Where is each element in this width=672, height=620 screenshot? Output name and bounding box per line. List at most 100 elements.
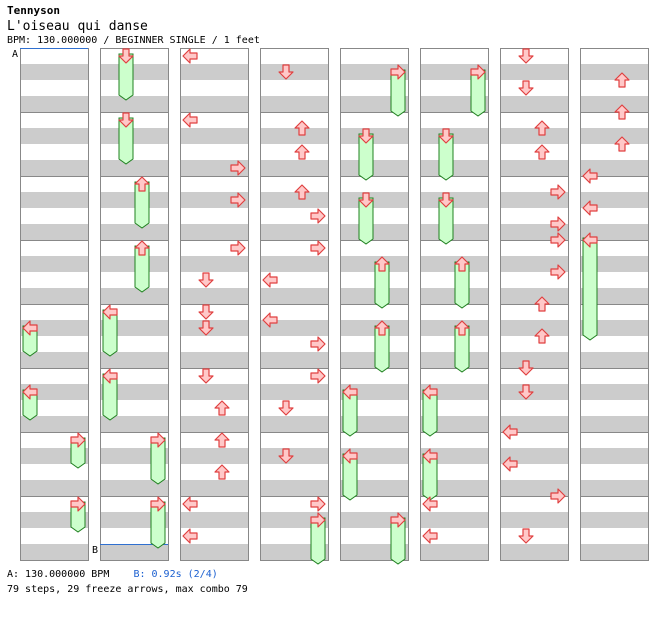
arrow-right-icon	[150, 496, 166, 512]
arrow-left-icon	[502, 456, 518, 472]
arrow-right-icon	[230, 160, 246, 176]
arrow-up-icon	[294, 120, 310, 136]
freeze-arrow-left	[582, 237, 598, 341]
beat-stripe	[420, 544, 488, 560]
arrow-up-icon	[454, 256, 470, 272]
arrow-down-icon	[278, 448, 294, 464]
beat-stripe	[420, 288, 488, 304]
beat-stripe	[580, 224, 648, 240]
beat-stripe	[580, 192, 648, 208]
beat-stripe	[500, 96, 568, 112]
beat-stripe	[260, 192, 328, 208]
beat-stripe	[420, 512, 488, 528]
beat-stripe	[580, 384, 648, 400]
beat-stripe	[420, 256, 488, 272]
beat-stripe	[180, 544, 248, 560]
arrow-down-icon	[278, 64, 294, 80]
beat-stripe	[500, 544, 568, 560]
arrow-up-icon	[454, 320, 470, 336]
arrow-left-icon	[502, 424, 518, 440]
beat-stripe	[420, 320, 488, 336]
arrow-left-icon	[582, 232, 598, 248]
beat-stripe	[260, 64, 328, 80]
arrow-up-icon	[534, 120, 550, 136]
beat-stripe	[500, 416, 568, 432]
song-artist: Tennyson	[7, 4, 60, 17]
beat-stripe	[180, 288, 248, 304]
beat-stripe	[580, 512, 648, 528]
beat-stripe	[100, 544, 168, 560]
beat-stripe	[260, 288, 328, 304]
arrow-left-icon	[182, 48, 198, 64]
beat-stripe	[580, 160, 648, 176]
beat-stripe	[260, 352, 328, 368]
beat-stripe	[100, 192, 168, 208]
measure-box	[500, 496, 569, 561]
beat-stripe	[20, 96, 88, 112]
arrow-left-icon	[182, 528, 198, 544]
arrow-right-icon	[310, 336, 326, 352]
arrow-left-icon	[342, 384, 358, 400]
arrow-up-icon	[614, 104, 630, 120]
beat-stripe	[420, 192, 488, 208]
beat-stripe	[20, 64, 88, 80]
beat-stripe	[180, 224, 248, 240]
arrow-up-icon	[614, 72, 630, 88]
beat-stripe	[20, 352, 88, 368]
arrow-right-icon	[230, 192, 246, 208]
arrow-down-icon	[518, 360, 534, 376]
beat-stripe	[260, 480, 328, 496]
beat-stripe	[20, 192, 88, 208]
chart-column	[500, 48, 569, 561]
arrow-right-icon	[70, 496, 86, 512]
arrow-down-icon	[518, 80, 534, 96]
beat-stripe	[340, 128, 408, 144]
beat-stripe	[20, 160, 88, 176]
arrow-up-icon	[374, 320, 390, 336]
arrow-left-icon	[582, 168, 598, 184]
beat-stripe	[180, 320, 248, 336]
beat-stripe	[180, 384, 248, 400]
beat-stripe	[420, 224, 488, 240]
arrow-down-icon	[358, 128, 374, 144]
beat-stripe	[580, 448, 648, 464]
chart-summary: 79 steps, 29 freeze arrows, max combo 79	[7, 584, 248, 595]
arrow-left-icon	[582, 200, 598, 216]
beat-stripe	[100, 128, 168, 144]
beat-stripe	[20, 288, 88, 304]
arrow-up-icon	[614, 136, 630, 152]
arrow-left-icon	[102, 368, 118, 384]
beat-stripe	[500, 128, 568, 144]
beat-stripe	[260, 160, 328, 176]
beat-stripe	[340, 192, 408, 208]
beat-stripe	[500, 352, 568, 368]
beat-stripe	[580, 64, 648, 80]
beat-stripe	[580, 480, 648, 496]
arrow-left-icon	[422, 528, 438, 544]
beat-stripe	[100, 256, 168, 272]
freeze-arrow-down	[358, 133, 374, 181]
arrow-right-icon	[550, 488, 566, 504]
song-title: L'oiseau qui danse	[7, 19, 148, 34]
chart-column	[260, 48, 329, 561]
marker-a-text: A: 130.000000 BPM	[7, 569, 110, 580]
beat-stripe	[20, 224, 88, 240]
beat-stripe	[580, 96, 648, 112]
beat-stripe	[20, 416, 88, 432]
step-chart: A B	[12, 48, 649, 565]
arrow-up-icon	[134, 176, 150, 192]
arrow-right-icon	[550, 184, 566, 200]
beat-stripe	[420, 128, 488, 144]
arrow-right-icon	[550, 216, 566, 232]
beat-stripe	[500, 224, 568, 240]
arrow-right-icon	[70, 432, 86, 448]
arrow-up-icon	[534, 144, 550, 160]
arrow-down-icon	[278, 400, 294, 416]
arrow-left-icon	[262, 312, 278, 328]
beat-stripe	[500, 288, 568, 304]
beat-stripe	[180, 96, 248, 112]
arrow-right-icon	[310, 240, 326, 256]
arrow-down-icon	[198, 304, 214, 320]
arrow-right-icon	[310, 368, 326, 384]
beat-stripe	[500, 192, 568, 208]
